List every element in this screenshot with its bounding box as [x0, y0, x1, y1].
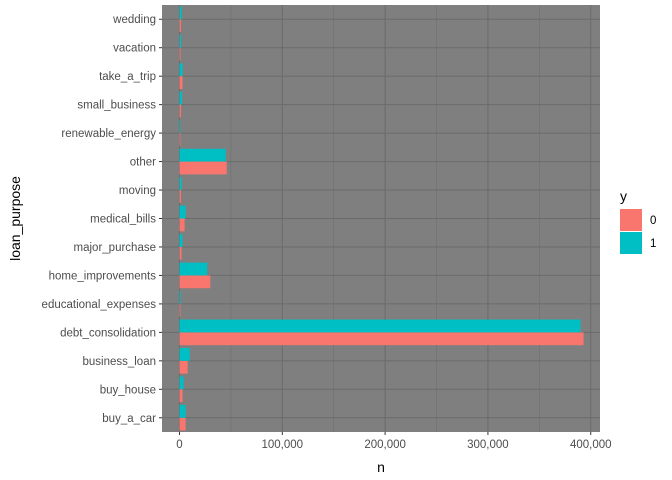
legend-label-0: 0	[650, 215, 656, 227]
x-tick-label: 100,000	[262, 439, 304, 451]
y-tick-label: buy_house	[100, 384, 156, 396]
x-tick-label: 300,000	[467, 439, 509, 451]
x-tick-label: 0	[176, 439, 182, 451]
y-tick-label: business_loan	[82, 356, 156, 368]
bar-wedding-y0	[179, 19, 182, 33]
y-tick-label: other	[130, 157, 156, 169]
bar-take_a_trip-y1	[179, 63, 183, 77]
legend-key-0	[620, 209, 642, 231]
bar-business_loan-y1	[179, 348, 190, 361]
y-tick-label: buy_a_car	[102, 413, 156, 425]
bar-medical_bills-y0	[179, 218, 185, 232]
bar-moving-y1	[179, 177, 182, 191]
bar-renewable_energy-y1	[179, 120, 181, 134]
x-axis-ticks: 0 100,000 200,000 300,000 400,000	[176, 432, 612, 451]
bar-home_improvements-y1	[179, 262, 208, 276]
bar-buy_house-y0	[179, 389, 183, 403]
bar-other-y0	[179, 161, 227, 175]
grid-lines	[162, 5, 600, 432]
y-axis-ticks: buy_a_car buy_house business_loan debt_cons…	[42, 14, 162, 425]
y-tick-label: moving	[119, 185, 156, 197]
y-tick-label: educational_expenses	[42, 299, 157, 311]
y-tick-label: small_business	[77, 100, 156, 112]
bar-buy_a_car-y1	[179, 404, 186, 418]
x-tick-label: 400,000	[570, 439, 612, 451]
y-tick-label: renewable_energy	[61, 128, 156, 140]
bar-vacation-y1	[179, 34, 182, 48]
y-tick-label: medical_bills	[90, 214, 156, 226]
y-tick-label: major_purchase	[74, 242, 156, 254]
bar-educational_expenses-y0	[179, 303, 181, 317]
bar-take_a_trip-y0	[179, 76, 183, 89]
bar-moving-y0	[179, 190, 182, 203]
legend-title: y	[620, 188, 627, 204]
bar-major_purchase-y0	[179, 246, 182, 260]
x-axis-title: n	[377, 459, 385, 475]
y-tick-label: take_a_trip	[99, 71, 156, 83]
legend-key-1	[620, 232, 642, 254]
bar-debt_consolidation-y1	[179, 319, 581, 333]
bar-buy_a_car-y0	[179, 417, 186, 431]
bar-small_business-y0	[179, 104, 182, 118]
y-tick-label: wedding	[112, 14, 156, 26]
bar-small_business-y1	[179, 91, 183, 105]
bar-business_loan-y0	[179, 360, 188, 374]
bars	[179, 6, 584, 431]
bar-home_improvements-y0	[179, 275, 211, 289]
bar-major_purchase-y1	[179, 234, 183, 247]
y-tick-label: vacation	[113, 43, 156, 55]
legend-label-1: 1	[650, 238, 656, 250]
bar-educational_expenses-y1	[179, 291, 181, 304]
bar-debt_consolidation-y0	[179, 332, 584, 346]
y-tick-label: debt_consolidation	[60, 327, 156, 339]
bar-renewable_energy-y0	[179, 133, 181, 146]
bar-other-y1	[179, 148, 226, 162]
y-axis-title: loan_purpose	[7, 176, 23, 261]
legend: y 0 1	[620, 188, 656, 254]
x-tick-label: 200,000	[364, 439, 406, 451]
bar-medical_bills-y1	[179, 205, 186, 219]
bar-buy_house-y1	[179, 376, 184, 390]
y-tick-label: home_improvements	[49, 270, 157, 282]
bar-vacation-y0	[179, 47, 181, 61]
bar-wedding-y1	[179, 6, 182, 20]
